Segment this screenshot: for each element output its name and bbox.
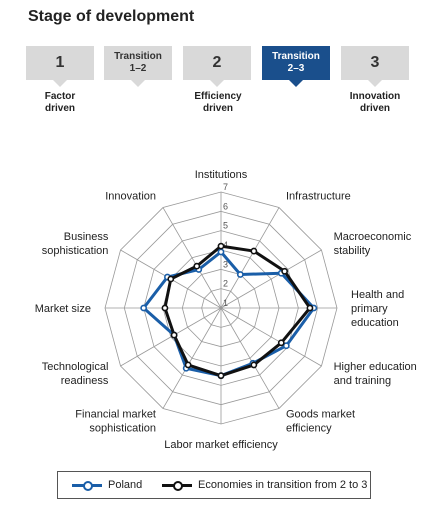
category-label-line: Macroeconomic bbox=[334, 231, 412, 243]
category-label: Market size bbox=[35, 303, 91, 315]
category-label-line: sophistication bbox=[42, 245, 109, 257]
category-label-line: Institutions bbox=[195, 169, 248, 181]
category-label-line: Financial market bbox=[75, 409, 156, 421]
category-label-line: stability bbox=[334, 245, 371, 257]
stage-box-2: Transition 1–2 bbox=[104, 46, 172, 87]
category-label-line: Innovation bbox=[105, 190, 156, 202]
grid-spoke-9 bbox=[120, 307, 222, 367]
data-point bbox=[217, 372, 225, 380]
category-label-line: Business bbox=[64, 231, 109, 243]
stage-label-1: Factor driven bbox=[44, 91, 76, 114]
tick-label: 5 bbox=[223, 221, 228, 231]
grid-spoke-12 bbox=[162, 207, 222, 309]
stage-label-2: Efficiency driven bbox=[194, 91, 242, 114]
chart-legend: Poland Economies in transition from 2 to… bbox=[57, 471, 371, 499]
data-point bbox=[167, 275, 175, 283]
legend-line-poland bbox=[72, 480, 102, 491]
legend-marker-poland bbox=[83, 480, 93, 491]
data-point bbox=[161, 304, 169, 312]
data-point bbox=[250, 247, 258, 255]
grid-spoke-8 bbox=[162, 307, 222, 409]
grid-spoke-5 bbox=[220, 307, 322, 367]
tick-label: 6 bbox=[223, 201, 228, 211]
grid-spoke-6 bbox=[220, 307, 280, 409]
category-label: Innovation bbox=[105, 190, 156, 202]
category-label: Higher education and training bbox=[334, 361, 417, 387]
category-label-line: Market size bbox=[35, 303, 91, 315]
category-label-line: Health and bbox=[351, 289, 404, 301]
data-point bbox=[217, 248, 225, 256]
category-label-line: primary bbox=[351, 303, 388, 315]
stage-box-4: Transition 2–3 bbox=[262, 46, 330, 87]
data-point bbox=[281, 267, 289, 275]
data-point bbox=[140, 304, 148, 312]
data-point bbox=[306, 304, 314, 312]
data-point bbox=[184, 361, 192, 369]
data-point bbox=[282, 342, 290, 350]
category-label: Labor market efficiency bbox=[164, 439, 278, 451]
category-label: Business sophistication bbox=[42, 231, 109, 257]
category-label-line: education bbox=[351, 317, 399, 329]
legend-item-transition: Economies in transition from 2 to 3 bbox=[162, 479, 367, 491]
tick-label: 2 bbox=[223, 279, 228, 289]
legend-marker-transition bbox=[173, 480, 183, 491]
tick-label: 7 bbox=[223, 182, 228, 192]
stage-box-5: 3 bbox=[341, 46, 409, 87]
legend-item-poland: Poland bbox=[72, 479, 142, 491]
category-label: Financial market sophistication bbox=[75, 409, 156, 435]
stage-box-1: 1 bbox=[26, 46, 94, 87]
category-label-line: Labor market efficiency bbox=[164, 439, 278, 451]
category-label-line: efficiency bbox=[286, 423, 332, 435]
category-label-line: Infrastructure bbox=[286, 190, 351, 202]
category-label-line: Higher education bbox=[334, 361, 417, 373]
category-label-line: Goods market bbox=[286, 409, 355, 421]
data-point bbox=[217, 242, 225, 250]
legend-label-poland: Poland bbox=[108, 479, 143, 491]
legend-label-transition: Economies in transition from 2 to 3 bbox=[198, 479, 368, 491]
category-label: Goods market efficiency bbox=[286, 409, 355, 435]
data-point bbox=[250, 361, 258, 369]
data-point bbox=[277, 339, 285, 347]
series-line-transition bbox=[163, 244, 312, 378]
category-label: Macroeconomic stability bbox=[334, 231, 412, 257]
data-point bbox=[193, 262, 201, 270]
stage-label-3: Innovation driven bbox=[349, 91, 401, 114]
category-label-line: and training bbox=[334, 375, 392, 387]
grid-spoke-2 bbox=[220, 207, 280, 309]
tick-label: 1 bbox=[223, 298, 228, 308]
tick-label: 4 bbox=[223, 240, 228, 250]
category-label: Institutions bbox=[195, 169, 248, 181]
stage-box-3: 2 bbox=[183, 46, 251, 87]
stage-row: 1 Transition 1–2 2 Transition 2–3 3 bbox=[26, 46, 410, 87]
category-label-line: readiness bbox=[61, 375, 109, 387]
grid-spoke-3 bbox=[220, 249, 322, 309]
category-label-line: sophistication bbox=[89, 423, 156, 435]
category-label: Health and primary education bbox=[351, 289, 404, 329]
legend-line-transition bbox=[162, 480, 192, 491]
category-label: Infrastructure bbox=[286, 190, 351, 202]
category-label: Technological readiness bbox=[42, 361, 109, 387]
category-label-line: Technological bbox=[42, 361, 109, 373]
tick-label: 3 bbox=[223, 259, 228, 269]
data-point bbox=[236, 271, 244, 278]
data-point bbox=[170, 331, 178, 339]
page-title: Stage of development bbox=[28, 8, 195, 25]
